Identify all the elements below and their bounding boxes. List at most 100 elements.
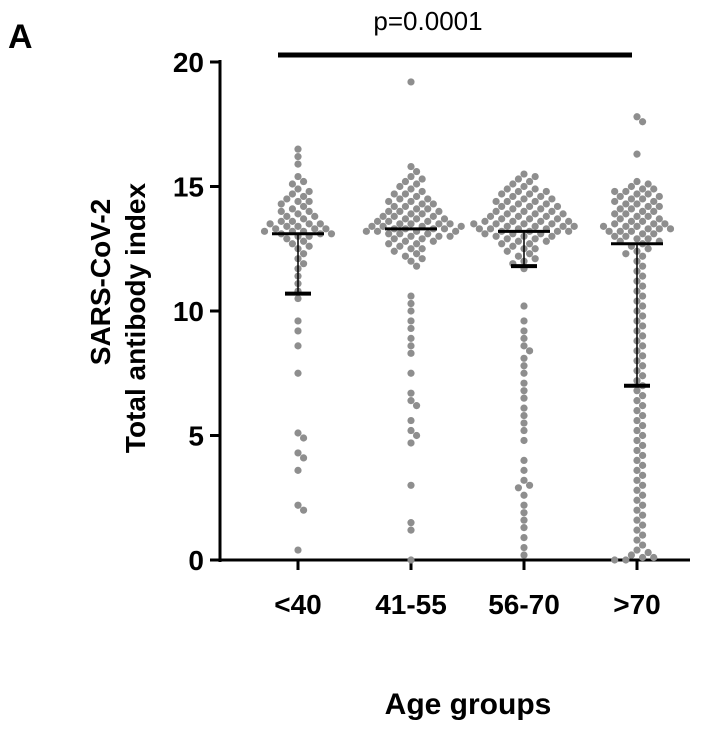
data-point-41-55-89 [407,439,415,447]
data-point-gt-70-4 [644,180,652,188]
data-point-gt-70-9 [611,187,619,196]
data-point-gt-70-15 [627,195,636,203]
data-point-gt-70-114 [633,526,641,534]
data-point-56-70-97 [520,456,528,464]
data-point-41-55-13 [396,195,404,203]
data-point-56-70-21 [525,202,534,211]
data-point-56-70-16 [531,197,539,206]
data-point-lt-40-58 [299,434,308,442]
data-point-56-70-28 [492,207,500,215]
data-point-gt-70-124 [611,556,619,564]
data-point-gt-70-110 [633,506,641,514]
data-point-lt-40-14 [299,202,308,211]
data-point-gt-70-107 [638,491,647,499]
data-point-lt-40-26 [266,220,274,228]
data-point-56-70-49 [570,222,578,230]
data-point-gt-70-105 [638,481,647,489]
data-point-56-70-5 [520,182,528,191]
data-point-lt-40-19 [283,212,291,220]
x-tick-label-56-70: 56-70 [488,589,560,620]
data-point-56-70-38 [509,217,517,225]
data-point-56-70-24 [509,205,517,213]
data-point-41-55-24 [385,207,393,215]
data-point-lt-40-3 [294,172,302,181]
data-point-gt-70-96 [633,436,641,445]
data-point-41-55-29 [429,212,437,220]
data-point-41-55-8 [407,185,415,193]
data-point-41-55-83 [407,389,415,397]
data-point-lt-40-37 [327,230,336,238]
data-point-lt-40-27 [294,222,302,230]
data-point-lt-40-29 [311,225,319,233]
data-point-gt-70-17 [611,197,619,206]
data-point-56-70-20 [542,200,550,208]
data-point-gt-70-89 [638,402,647,410]
data-point-41-55-88 [412,431,421,440]
data-point-56-70-83 [520,334,528,342]
data-point-41-55-30 [379,212,387,220]
data-point-41-55-35 [385,217,393,225]
data-point-56-70-19 [514,200,523,208]
data-point-gt-70-43 [627,227,636,235]
data-point-gt-70-5 [627,182,636,191]
data-point-lt-40-43 [305,242,313,250]
data-point-41-55-16 [385,197,393,206]
data-point-41-55-82 [407,369,415,377]
data-point-lt-40-31 [322,225,330,233]
data-point-gt-70-12 [616,192,624,201]
data-point-41-55-38 [396,220,404,228]
data-point-lt-40-63 [299,506,308,514]
data-point-56-70-8 [514,187,523,196]
data-point-gt-70-49 [611,232,619,240]
data-point-gt-70-56 [644,245,652,253]
data-point-41-55-62 [429,237,437,245]
data-point-41-55-1 [407,162,415,171]
data-point-56-70-96 [520,436,528,445]
data-point-41-55-90 [407,481,415,489]
data-point-gt-70-122 [650,553,658,562]
data-point-56-70-57 [565,227,573,235]
data-point-41-55-66 [407,245,415,253]
data-point-gt-70-102 [633,466,641,474]
data-point-lt-40-47 [299,260,308,268]
data-point-41-55-55 [385,230,393,238]
data-point-56-70-17 [503,197,511,206]
data-point-56-70-14 [520,195,528,203]
data-point-lt-40-25 [316,220,324,228]
data-point-56-70-107 [520,533,528,542]
data-point-gt-70-10 [633,190,641,198]
data-point-gt-70-33 [627,217,636,225]
data-point-gt-70-11 [644,190,652,198]
data-point-41-55-50 [373,227,382,235]
data-point-gt-70-26 [622,210,630,218]
data-point-gt-70-83 [638,372,647,380]
data-point-gt-70-23 [616,205,624,213]
data-point-gt-70-103 [638,471,647,479]
data-point-lt-40-10 [283,195,291,203]
data-point-gt-70-44 [616,227,624,235]
data-point-41-55-77 [407,317,415,325]
data-point-41-55-42 [379,222,387,230]
data-point-gt-70-7 [650,185,658,193]
data-point-gt-70-81 [638,362,647,370]
data-point-gt-70-34 [650,220,658,228]
data-point-56-70-3 [525,177,534,186]
data-point-56-70-45 [470,220,478,228]
data-point-gt-70-120 [627,551,636,559]
data-point-41-55-20 [390,202,398,211]
data-point-56-70-99 [520,476,528,484]
data-point-lt-40-7 [305,187,313,196]
data-point-41-55-58 [446,232,454,240]
data-point-56-70-10 [525,190,534,198]
data-point-lt-40-6 [294,185,302,193]
data-point-56-70-29 [531,210,539,218]
data-point-56-70-52 [486,225,495,233]
data-point-lt-40-56 [294,369,302,377]
data-point-41-55-69 [412,250,421,258]
data-point-gt-70-35 [611,220,619,228]
data-point-56-70-108 [520,543,528,552]
data-point-56-70-102 [520,491,528,499]
data-point-41-55-37 [407,220,415,228]
data-point-56-70-31 [559,210,567,218]
data-point-41-55-73 [412,262,421,270]
